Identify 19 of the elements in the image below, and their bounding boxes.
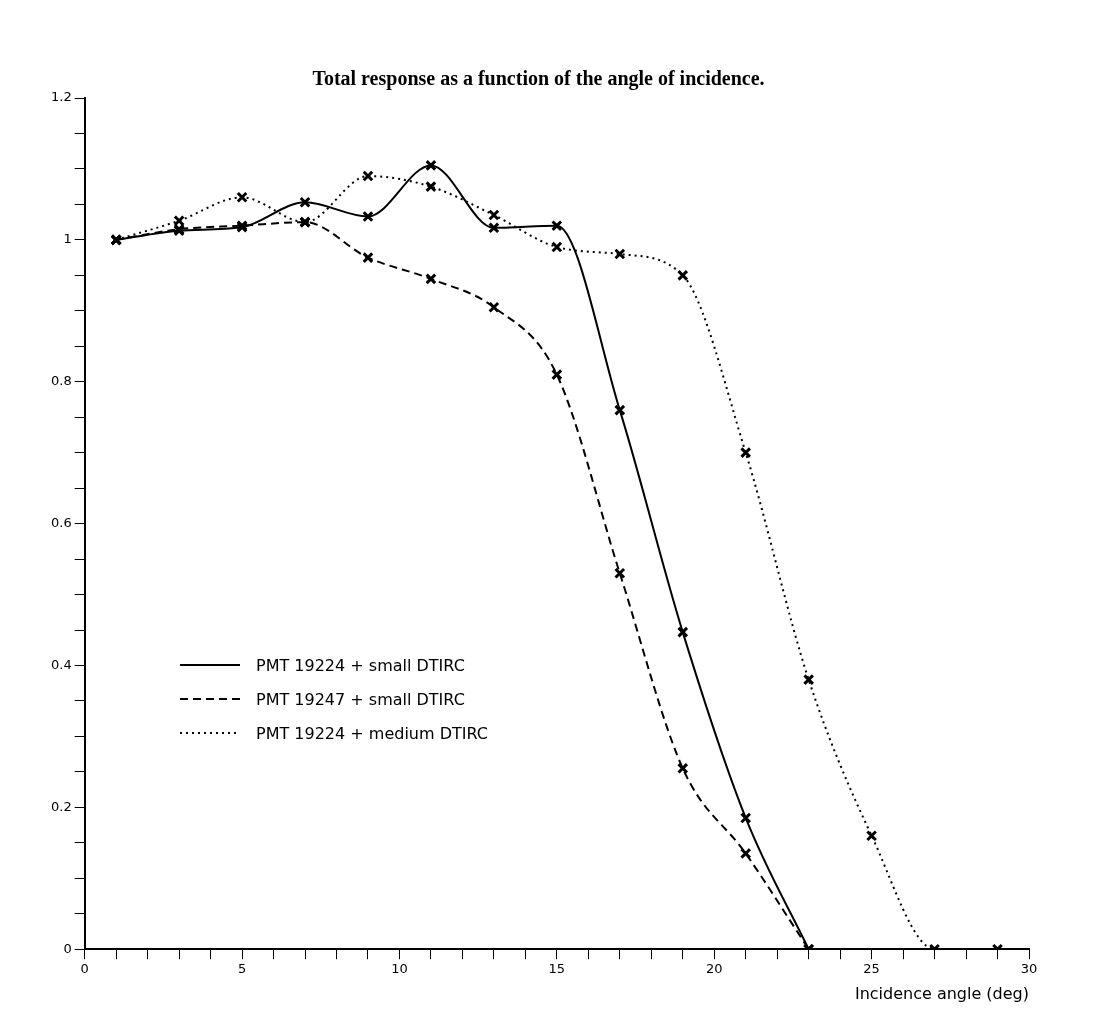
x-tick-label: 25 (863, 961, 880, 977)
y-tick-label: 0.2 (50, 798, 72, 814)
x-tick-label: 20 (705, 961, 723, 977)
x-tick-label: 0 (80, 961, 89, 977)
legend-label: PMT 19247 + small DTIRC (256, 689, 465, 709)
legend-label: PMT 19224 + medium DTIRC (256, 723, 488, 743)
legend-label: PMT 19224 + small DTIRC (256, 655, 465, 675)
y-tick-label: 0 (63, 940, 72, 956)
x-axis-title: Incidence angle (deg) (854, 983, 1029, 1003)
y-tick-label: 1.2 (50, 89, 72, 105)
y-tick-label: 1 (63, 231, 72, 247)
y-tick-label: 0.6 (50, 514, 72, 530)
chart-title: Total response as a function of the angle of incidence. (312, 67, 765, 91)
x-tick-label: 30 (1020, 961, 1038, 977)
x-tick-label: 5 (237, 961, 247, 977)
y-tick-label: 0.8 (50, 373, 72, 389)
x-tick-label: 15 (548, 961, 566, 977)
x-tick-label: 10 (391, 961, 408, 977)
y-tick-label: 0.4 (50, 656, 72, 672)
